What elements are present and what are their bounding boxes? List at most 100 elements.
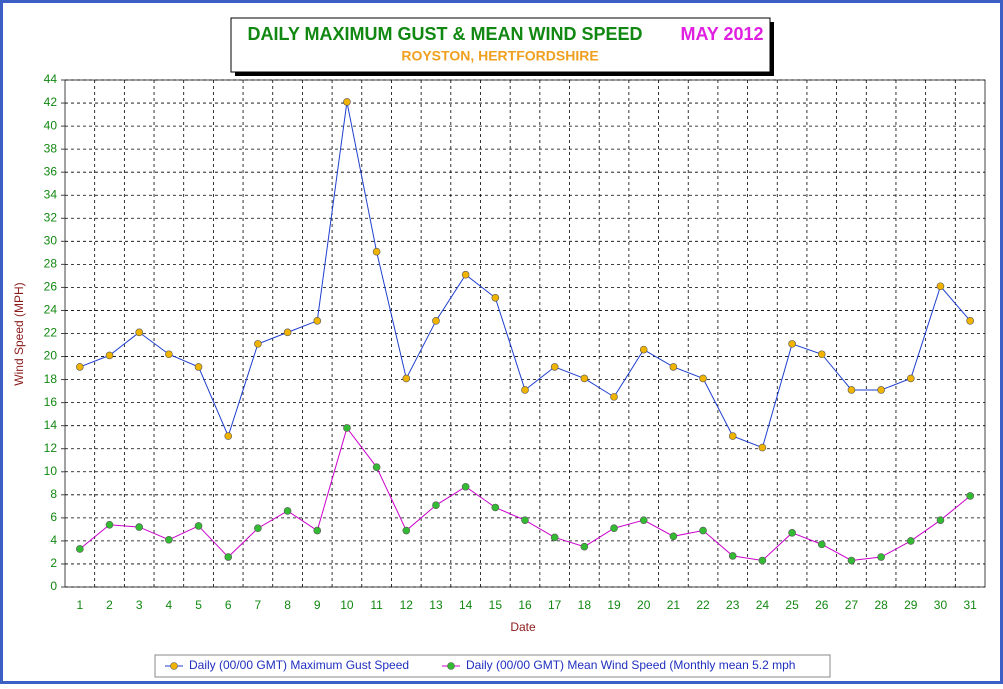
data-point [76, 545, 84, 553]
data-point [343, 424, 351, 432]
x-tick-label: 6 [225, 598, 232, 612]
data-point [936, 282, 945, 291]
x-tick-label: 23 [726, 598, 740, 612]
y-tick-label: 2 [50, 556, 57, 570]
data-point [105, 520, 114, 529]
data-point [550, 363, 559, 371]
x-tick-label: 13 [429, 598, 443, 612]
data-point [728, 432, 737, 440]
data-point [372, 247, 381, 256]
data-point [461, 270, 470, 279]
data-point [728, 552, 737, 560]
y-tick-label: 6 [50, 510, 57, 524]
plot-area [64, 79, 986, 588]
x-tick-label: 11 [370, 598, 383, 612]
data-point [224, 553, 233, 561]
data-point [550, 533, 559, 542]
y-tick-label: 26 [44, 280, 58, 294]
y-tick-label: 28 [44, 257, 58, 271]
data-point [313, 317, 322, 325]
x-tick-label: 7 [255, 598, 262, 612]
data-point [907, 374, 915, 383]
x-axis-label: Date [510, 620, 536, 634]
data-point [610, 393, 618, 401]
data-point [491, 293, 500, 302]
data-point [847, 386, 856, 394]
x-tick-label: 14 [459, 598, 473, 612]
data-point [699, 374, 707, 383]
x-tick-label: 5 [195, 598, 202, 612]
x-tick-label: 15 [489, 598, 503, 612]
y-tick-label: 10 [44, 464, 58, 478]
y-axis-label: Wind Speed (MPH) [12, 282, 26, 385]
data-point [966, 317, 974, 325]
data-point [758, 443, 767, 452]
x-tick-label: 16 [518, 598, 532, 612]
chart-subtitle: ROYSTON, HERTFORDSHIRE [401, 48, 598, 64]
x-tick-label: 3 [136, 598, 143, 612]
x-tick-label: 22 [696, 598, 710, 612]
x-tick-label: 4 [166, 598, 173, 612]
data-point [283, 328, 292, 337]
data-point [817, 540, 826, 549]
x-tick-label: 25 [785, 598, 799, 612]
y-tick-label: 4 [50, 533, 57, 547]
data-point [105, 351, 114, 360]
data-point [283, 507, 292, 515]
data-point [165, 535, 173, 544]
x-tick-label: 28 [874, 598, 888, 612]
y-tick-label: 18 [44, 372, 58, 386]
x-tick-label: 8 [284, 598, 291, 612]
data-point [135, 328, 143, 337]
data-point [76, 363, 84, 371]
data-point [639, 345, 648, 354]
x-tick-label: 10 [340, 598, 354, 612]
y-tick-label: 0 [50, 579, 57, 593]
data-point [788, 529, 796, 537]
data-point [521, 386, 529, 394]
legend-marker [447, 662, 455, 670]
x-tick-label: 17 [548, 598, 562, 612]
chart-title: DAILY MAXIMUM GUST & MEAN WIND SPEED [247, 24, 642, 44]
x-tick-label: 12 [400, 598, 414, 612]
title-box [230, 17, 771, 73]
y-tick-label: 30 [44, 233, 58, 247]
data-point [402, 374, 411, 383]
data-point [817, 350, 826, 359]
y-tick-label: 36 [44, 164, 58, 178]
y-tick-label: 44 [44, 72, 58, 86]
x-tick-label: 20 [637, 598, 651, 612]
data-point [610, 524, 618, 533]
data-point [877, 386, 885, 394]
data-point [432, 317, 440, 325]
y-tick-label: 34 [44, 187, 58, 201]
x-tick-label: 29 [904, 598, 918, 612]
x-tick-label: 19 [607, 598, 621, 612]
data-point [194, 363, 203, 371]
data-point [966, 492, 974, 500]
data-point [224, 432, 233, 440]
data-point [699, 526, 707, 535]
y-tick-label: 42 [44, 95, 58, 109]
data-point [194, 522, 203, 530]
x-tick-label: 30 [934, 598, 948, 612]
data-point [788, 340, 796, 348]
y-tick-label: 32 [44, 210, 58, 224]
data-point [402, 526, 411, 535]
data-point [461, 482, 470, 491]
y-tick-label: 12 [44, 441, 58, 455]
data-point [491, 503, 500, 512]
legend-marker [170, 662, 178, 670]
data-point [580, 374, 589, 383]
data-point [432, 501, 440, 509]
data-point [372, 463, 381, 471]
x-tick-label: 27 [845, 598, 859, 612]
legend-label: Daily (00/00 GMT) Mean Wind Speed (Month… [466, 658, 795, 672]
y-tick-label: 20 [44, 349, 58, 363]
data-point [847, 556, 856, 565]
data-point [521, 516, 529, 524]
y-tick-label: 40 [44, 118, 58, 132]
x-tick-label: 31 [963, 598, 977, 612]
y-tick-label: 16 [44, 395, 58, 409]
